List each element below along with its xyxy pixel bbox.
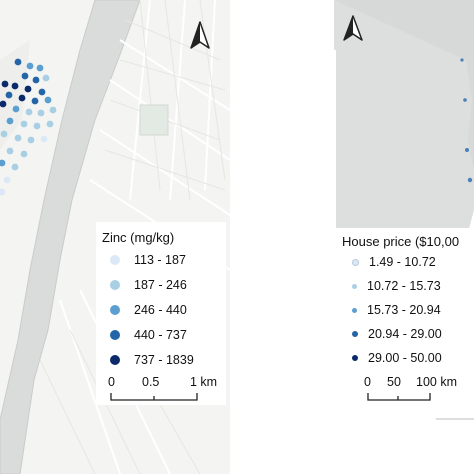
zinc-point bbox=[25, 108, 33, 116]
zinc-legend-item: 113 - 187 bbox=[110, 253, 226, 267]
legend-item-label: 187 - 246 bbox=[134, 278, 187, 292]
house-price-map-panel: House price ($10,00 1.49 - 10.72 10.72 -… bbox=[236, 0, 474, 474]
zinc-point bbox=[44, 96, 52, 104]
legend-item-label: 246 - 440 bbox=[134, 303, 187, 317]
zinc-point bbox=[49, 106, 57, 114]
legend-swatch bbox=[352, 307, 357, 313]
zinc-point bbox=[46, 120, 54, 128]
house-price-legend-item: 29.00 - 50.00 bbox=[352, 351, 474, 365]
scalebar-tick-label: 0.5 bbox=[142, 375, 160, 389]
zinc-point bbox=[6, 147, 14, 155]
zinc-point bbox=[31, 97, 39, 105]
zinc-scalebar: 0 0.5 1 km bbox=[108, 375, 217, 405]
zinc-sample-points bbox=[0, 58, 57, 196]
legend-swatch bbox=[352, 355, 358, 361]
zinc-point bbox=[11, 82, 19, 90]
zinc-point bbox=[0, 188, 6, 196]
legend-swatch bbox=[352, 331, 358, 337]
legend-swatch bbox=[110, 305, 120, 315]
zinc-map-panel: Zinc (mg/kg) 113 - 187 187 - 246 246 - 4… bbox=[0, 0, 230, 474]
zinc-point bbox=[21, 72, 29, 80]
zinc-point bbox=[0, 130, 8, 138]
legend-swatch bbox=[352, 283, 357, 289]
legend-item-label: 440 - 737 bbox=[134, 328, 187, 342]
zinc-point bbox=[24, 85, 32, 93]
zinc-point bbox=[38, 88, 46, 96]
zinc-legend: Zinc (mg/kg) 113 - 187 187 - 246 246 - 4… bbox=[96, 222, 226, 405]
zinc-point bbox=[3, 176, 11, 184]
house-price-legend-item: 15.73 - 20.94 bbox=[352, 303, 474, 317]
legend-item-label: 15.73 - 20.94 bbox=[367, 303, 441, 317]
zinc-point bbox=[6, 117, 14, 125]
house-price-legend-item: 20.94 - 29.00 bbox=[352, 327, 474, 341]
house-price-legend-title: House price ($10,00 bbox=[342, 234, 460, 249]
scalebar-tick-label: 0 bbox=[108, 375, 115, 389]
legend-item-label: 113 - 187 bbox=[134, 253, 186, 267]
scalebar-tick-label: 0 bbox=[364, 375, 371, 389]
zinc-point bbox=[27, 136, 35, 144]
zinc-legend-item: 246 - 440 bbox=[110, 303, 226, 317]
zinc-point bbox=[0, 100, 7, 108]
house-price-legend-item: 1.49 - 10.72 bbox=[352, 255, 474, 269]
zinc-point bbox=[11, 163, 19, 171]
north-arrow-icon bbox=[343, 15, 363, 41]
zinc-legend-item: 187 - 246 bbox=[110, 278, 226, 292]
zinc-point-group bbox=[0, 58, 57, 196]
north-arrow-icon bbox=[190, 21, 210, 49]
legend-item-label: 1.49 - 10.72 bbox=[369, 255, 436, 269]
house-price-legend-item: 10.72 - 15.73 bbox=[352, 279, 474, 293]
zinc-point bbox=[20, 120, 28, 128]
zinc-point bbox=[14, 58, 22, 66]
legend-item-label: 737 - 1839 bbox=[134, 353, 194, 367]
zinc-point bbox=[14, 134, 22, 142]
legend-item-label: 20.94 - 29.00 bbox=[368, 327, 442, 341]
house-price-scalebar: 0 50 100 km bbox=[364, 375, 474, 405]
zinc-legend-title: Zinc (mg/kg) bbox=[102, 230, 175, 245]
scalebar-tick-label: 50 bbox=[387, 375, 401, 389]
zinc-point bbox=[37, 109, 45, 117]
legend-swatch bbox=[110, 280, 120, 290]
legend-swatch bbox=[352, 258, 359, 266]
zinc-point bbox=[26, 62, 34, 70]
zinc-point bbox=[20, 150, 28, 158]
zinc-point bbox=[12, 105, 20, 113]
legend-swatch bbox=[110, 355, 120, 365]
legend-item-label: 10.72 - 15.73 bbox=[367, 279, 441, 293]
zinc-point bbox=[5, 91, 13, 99]
zinc-point bbox=[0, 159, 6, 167]
zinc-point bbox=[36, 64, 44, 72]
house-price-legend: House price ($10,00 1.49 - 10.72 10.72 -… bbox=[336, 228, 474, 418]
legend-item-label: 29.00 - 50.00 bbox=[368, 351, 442, 365]
zinc-point bbox=[33, 122, 41, 130]
scalebar-line bbox=[367, 393, 431, 401]
scalebar-tick-label: 100 km bbox=[416, 375, 457, 389]
scalebar-line bbox=[110, 393, 198, 401]
zinc-point bbox=[32, 76, 40, 84]
zinc-point bbox=[18, 94, 26, 102]
scalebar-tick-label: 1 km bbox=[190, 375, 218, 389]
zinc-legend-item: 440 - 737 bbox=[110, 328, 226, 342]
zinc-legend-item: 737 - 1839 bbox=[110, 353, 226, 367]
zinc-point bbox=[42, 74, 50, 82]
legend-swatch bbox=[110, 255, 120, 265]
zinc-point bbox=[40, 135, 48, 143]
legend-swatch bbox=[110, 330, 120, 340]
zinc-point bbox=[1, 80, 9, 88]
